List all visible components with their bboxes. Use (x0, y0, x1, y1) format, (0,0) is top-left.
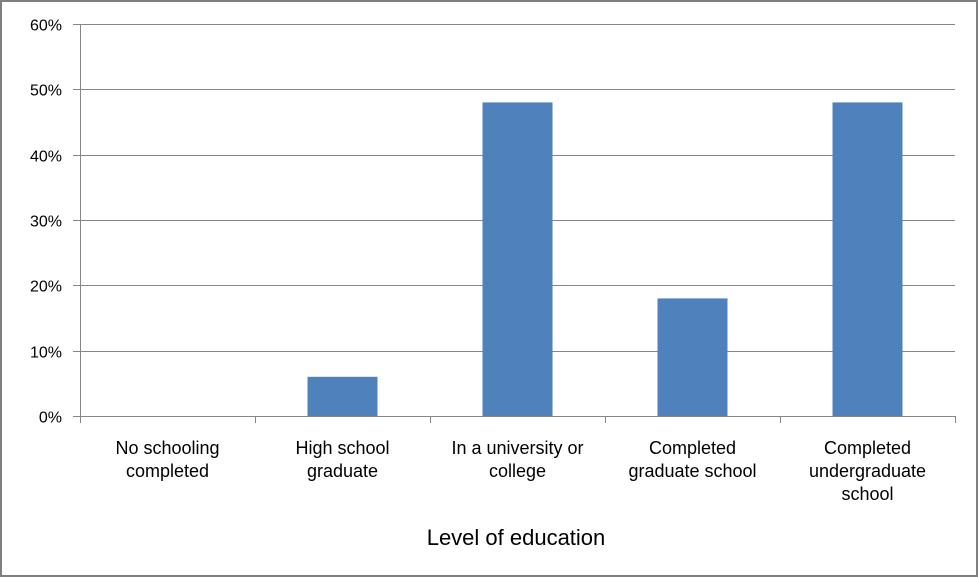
x-axis-title: Level of education (427, 525, 606, 550)
x-category-label: school (841, 484, 893, 504)
x-category-label: graduate (307, 461, 378, 481)
bar (482, 102, 553, 417)
x-category-label: In a university or (451, 438, 583, 458)
bars (307, 102, 903, 417)
y-axis-tick-labels: 0% 10% 20% 30% 40% 50% 60% (30, 18, 62, 427)
y-tick-label: 10% (30, 345, 62, 362)
y-tick-label: 60% (30, 18, 62, 35)
y-tick-label: 50% (30, 83, 62, 100)
y-tick-label: 40% (30, 149, 62, 166)
bar (832, 102, 903, 417)
y-tick-label: 30% (30, 214, 62, 231)
y-tick-label: 20% (30, 279, 62, 296)
bar (307, 376, 378, 416)
x-category-label: High school (295, 438, 389, 458)
x-category-label: college (489, 461, 546, 481)
bar (657, 298, 728, 416)
y-tick-label: 0% (39, 410, 62, 427)
x-category-label: Completed (649, 438, 736, 458)
axes (80, 24, 956, 423)
x-category-label: undergraduate (809, 461, 926, 481)
x-category-label: completed (126, 461, 209, 481)
x-category-label: No schooling (115, 438, 219, 458)
x-category-label: Completed (824, 438, 911, 458)
x-category-label: graduate school (628, 461, 756, 481)
x-axis-category-labels: No schooling completed High school graduate… (115, 438, 926, 504)
